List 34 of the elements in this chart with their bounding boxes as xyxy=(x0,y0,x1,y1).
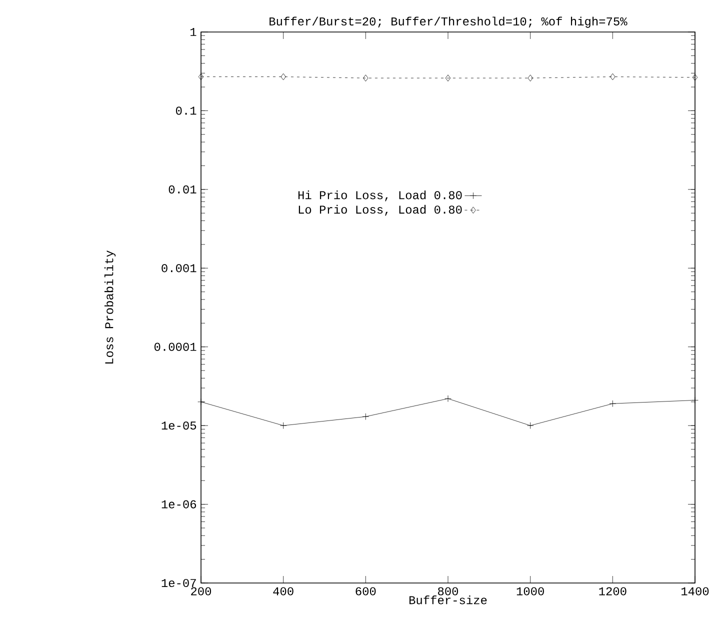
point xyxy=(692,396,698,404)
x-tick-label: 400 xyxy=(273,587,294,596)
legend-label: Lo Prio Loss, Load 0.80 xyxy=(298,204,462,216)
y-tick-label: 0.001 xyxy=(162,264,196,272)
point xyxy=(280,73,286,80)
point xyxy=(280,422,287,429)
y-tick-label: 1e-07 xyxy=(162,578,196,588)
point xyxy=(444,395,452,402)
point xyxy=(528,74,533,82)
point xyxy=(198,73,204,80)
point xyxy=(363,74,368,82)
point xyxy=(610,73,616,80)
point xyxy=(692,74,698,81)
x-tick-label: 1400 xyxy=(682,587,709,596)
point xyxy=(362,413,370,420)
y-tick-label: 0.0001 xyxy=(154,342,196,351)
y-tick-label: 1e-05 xyxy=(162,422,196,430)
x-tick-label: 200 xyxy=(191,587,212,596)
y-tick-label: 1 xyxy=(190,28,196,36)
y-tick-label: 0.01 xyxy=(168,185,196,194)
legend-label: Hi Prio Loss, Load 0.80 xyxy=(298,190,462,202)
x-tick-label: 1000 xyxy=(516,587,544,596)
y-tick-label: 0.1 xyxy=(176,106,196,115)
x-tick-label: 1200 xyxy=(599,587,626,596)
x-tick-label: 600 xyxy=(356,587,376,596)
x-axis-title: Buffer-size xyxy=(410,595,487,604)
y-tick-label: 1e-06 xyxy=(162,500,196,508)
x-tick-label: 800 xyxy=(438,587,458,596)
point xyxy=(445,74,451,82)
y-axis-title: Loss Probability xyxy=(104,250,116,364)
chart-title: Buffer/Burst=20; Buffer/Threshold=10; %of high=75% xyxy=(270,16,628,28)
point xyxy=(526,422,534,429)
point xyxy=(609,400,616,408)
point xyxy=(198,398,204,406)
